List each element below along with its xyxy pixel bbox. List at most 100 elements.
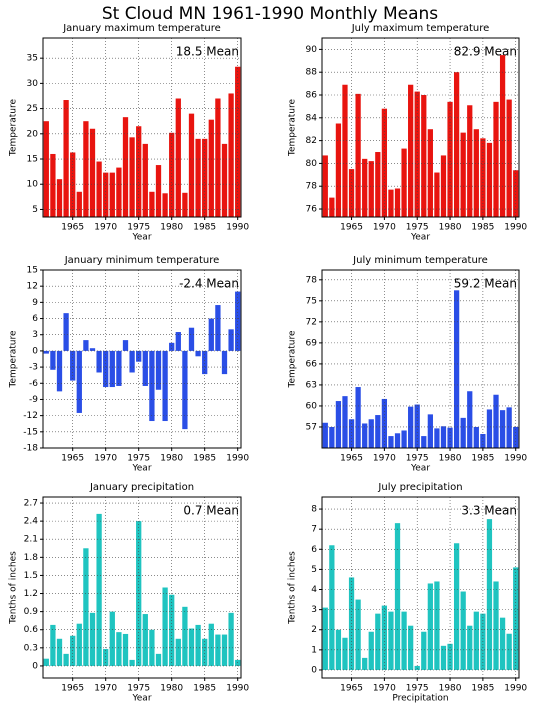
y-tick-label: 80 <box>306 159 318 169</box>
y-tick-label: 72 <box>306 317 317 327</box>
y-tick-label: 8 <box>311 505 317 515</box>
plot-frame <box>42 37 242 218</box>
bar <box>499 410 506 448</box>
bar <box>434 428 440 448</box>
chart-title: July minimum temperature <box>352 255 488 266</box>
x-tick-label: 1990 <box>504 454 527 464</box>
x-axis-label: Year <box>410 464 430 474</box>
bar <box>362 158 368 217</box>
plot-frame <box>42 269 242 449</box>
x-tick-label: 1970 <box>94 223 117 233</box>
annotation: 82.9 Mean <box>454 45 517 59</box>
bar <box>188 628 195 666</box>
x-tick-label: 1965 <box>61 454 84 464</box>
bar <box>381 108 388 217</box>
x-tick-label: 1985 <box>471 684 494 694</box>
bar <box>493 101 499 217</box>
bar <box>202 638 208 666</box>
bar <box>208 623 214 666</box>
bar <box>388 189 394 217</box>
bar <box>421 436 427 448</box>
x-tick-label: 1980 <box>160 684 183 694</box>
y-tick-label: 0.6 <box>24 625 39 635</box>
bar <box>56 179 63 217</box>
bar <box>235 66 241 217</box>
figure-title: St Cloud MN 1961-1990 Monthly Means <box>102 4 438 24</box>
bar <box>56 350 63 392</box>
x-tick-label: 1970 <box>373 223 396 233</box>
y-tick-label: 5 <box>32 205 38 215</box>
x-tick-label: 1970 <box>373 454 396 464</box>
bar <box>440 426 447 448</box>
plot-frame <box>321 269 520 449</box>
bar <box>63 100 69 217</box>
y-tick-label: 2.7 <box>24 499 38 509</box>
bar <box>142 350 148 386</box>
bar <box>142 143 148 217</box>
bar <box>208 119 214 217</box>
y-tick-label: 5 <box>311 565 317 575</box>
y-tick-label: 25 <box>27 104 38 114</box>
bar <box>221 143 228 217</box>
y-tick-label: 6 <box>311 545 317 555</box>
y-tick-label: -15 <box>23 427 38 437</box>
bar <box>375 152 381 217</box>
bar <box>473 129 479 217</box>
bar <box>394 433 401 448</box>
bar <box>89 128 96 217</box>
y-tick-label: -9 <box>29 395 38 405</box>
bar <box>460 132 466 217</box>
chart-title: January precipitation <box>89 482 194 493</box>
bar <box>129 659 135 666</box>
y-tick-label: 2.4 <box>24 517 39 527</box>
bar <box>43 658 49 666</box>
bar <box>480 433 486 448</box>
x-tick-label: 1975 <box>406 223 429 233</box>
y-tick-label: 63 <box>306 380 317 390</box>
y-tick-label: 2.1 <box>24 535 38 545</box>
bar <box>335 629 342 670</box>
annotation: 3.3 Mean <box>461 504 517 518</box>
y-axis-label: Tenths of inches <box>9 551 19 625</box>
bar <box>453 290 460 448</box>
bar <box>215 305 221 351</box>
bar <box>149 350 155 422</box>
x-tick-label: 1985 <box>193 454 216 464</box>
bar <box>70 152 76 217</box>
y-tick-label: 0.9 <box>24 607 39 617</box>
bar <box>89 348 96 351</box>
bar <box>43 121 49 217</box>
y-tick-label: 57 <box>306 422 317 432</box>
bar <box>440 645 447 670</box>
bar <box>162 350 168 422</box>
bar <box>76 191 82 217</box>
bar <box>362 423 368 448</box>
bar <box>467 391 473 448</box>
bar <box>499 617 506 670</box>
y-tick-label: 0 <box>32 346 38 356</box>
bar <box>195 624 201 666</box>
x-tick-label: 1980 <box>160 454 183 464</box>
bar <box>188 327 195 351</box>
bar <box>83 121 89 217</box>
bar <box>162 193 168 217</box>
bar <box>56 638 63 666</box>
y-tick-label: 60 <box>306 401 318 411</box>
chart-title: January maximum temperature <box>62 23 221 34</box>
bar <box>50 624 56 666</box>
y-tick-label: 82 <box>306 136 317 146</box>
bar <box>149 191 155 217</box>
bar <box>136 350 142 362</box>
bar <box>460 591 466 670</box>
bar <box>50 350 56 370</box>
bar <box>162 587 168 666</box>
bar <box>493 581 499 670</box>
x-tick-label: 1975 <box>406 684 429 694</box>
bar <box>467 625 473 670</box>
y-tick-label: 3 <box>32 330 38 340</box>
y-tick-label: 0.3 <box>24 643 38 653</box>
y-tick-label: 12 <box>27 282 38 292</box>
y-tick-label: 88 <box>306 68 318 78</box>
bar <box>513 567 519 670</box>
bar <box>63 313 69 351</box>
